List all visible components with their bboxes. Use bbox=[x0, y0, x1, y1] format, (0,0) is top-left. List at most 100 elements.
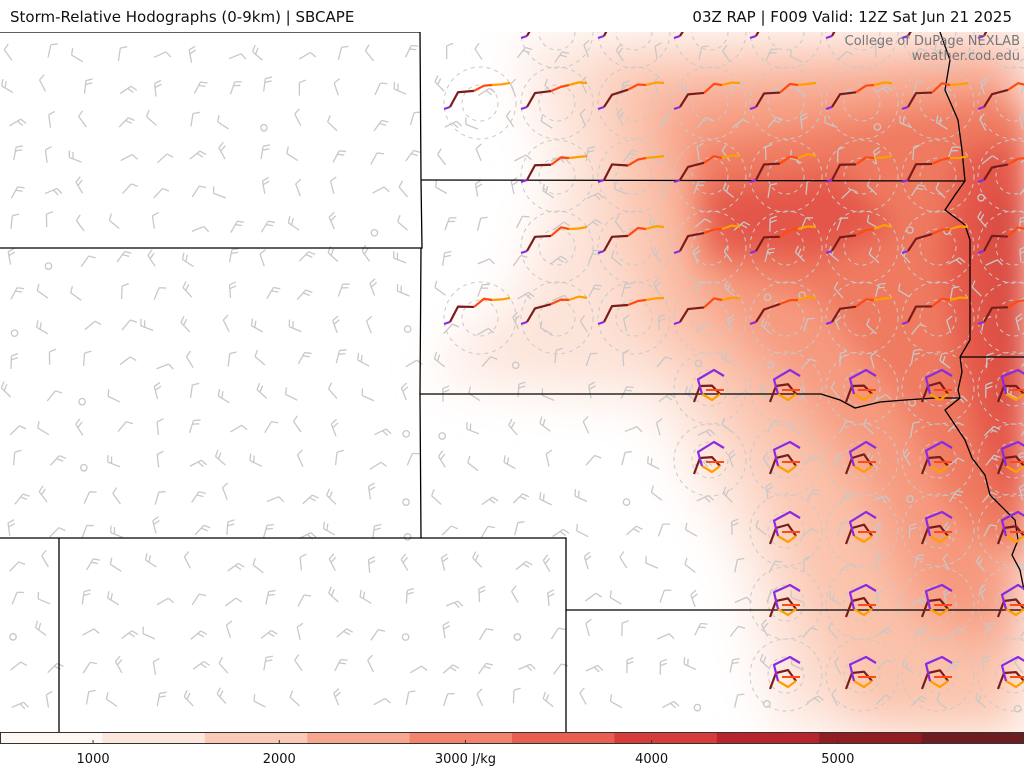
wind-barb-icon bbox=[620, 386, 634, 399]
wind-barb-icon bbox=[369, 278, 377, 296]
wind-barb-icon bbox=[985, 454, 1001, 466]
range-ring bbox=[673, 423, 747, 497]
range-ring bbox=[825, 139, 899, 213]
range-ring bbox=[919, 84, 957, 122]
wind-barb-icon bbox=[190, 630, 208, 640]
wind-barb-icon bbox=[191, 225, 210, 233]
wind-barb-icon bbox=[188, 45, 197, 63]
wind-barb-icon bbox=[472, 551, 483, 568]
range-ring bbox=[995, 441, 1024, 479]
wind-barb-icon bbox=[539, 416, 551, 432]
range-ring bbox=[825, 32, 899, 69]
wind-barb-icon bbox=[216, 114, 229, 130]
range-ring bbox=[843, 441, 881, 479]
hodograph-icon bbox=[520, 32, 531, 40]
wind-barb-icon bbox=[38, 485, 48, 503]
wind-barb-icon bbox=[256, 382, 268, 399]
wind-barb-icon bbox=[1019, 246, 1024, 263]
wind-barb-icon bbox=[264, 420, 279, 434]
range-ring bbox=[977, 638, 1024, 712]
wind-barb-icon bbox=[116, 250, 132, 263]
wind-barb-icon bbox=[588, 284, 602, 297]
wind-barb-icon bbox=[478, 628, 494, 641]
range-ring bbox=[538, 299, 576, 337]
wind-barb-icon bbox=[180, 315, 191, 333]
wind-barb-icon bbox=[476, 688, 484, 706]
wind-barb-icon bbox=[121, 319, 138, 331]
wind-barb-icon bbox=[112, 487, 121, 505]
wind-barb-icon bbox=[540, 114, 553, 129]
wind-barb-icon bbox=[80, 255, 96, 267]
wind-barb-icon bbox=[828, 591, 842, 606]
hodograph-icon bbox=[597, 296, 665, 326]
hodograph-icon bbox=[692, 368, 725, 403]
wind-barb-icon bbox=[397, 214, 408, 231]
wind-barb-icon bbox=[517, 291, 535, 300]
wind-barb-icon bbox=[151, 211, 159, 229]
wind-barb-icon bbox=[624, 426, 643, 433]
range-ring bbox=[901, 32, 975, 69]
calm-circle-icon bbox=[763, 700, 771, 708]
wind-barb-icon bbox=[13, 145, 24, 161]
wind-barb-icon bbox=[405, 149, 421, 162]
wind-barb-icon bbox=[217, 389, 230, 404]
title-bar: Storm-Relative Hodographs (0-9km) | SBCA… bbox=[0, 0, 1024, 32]
wind-barb-icon bbox=[552, 528, 570, 538]
wind-barb-icon bbox=[656, 356, 673, 368]
wind-barb-icon bbox=[82, 628, 100, 636]
wind-barb-icon bbox=[299, 553, 307, 571]
colorbar-segment bbox=[409, 732, 513, 744]
range-ring bbox=[843, 656, 881, 694]
wind-barb-icon bbox=[189, 150, 207, 160]
colorbar-tick-label: 1000 bbox=[76, 752, 110, 767]
range-ring bbox=[919, 441, 957, 479]
wind-barb-icon bbox=[330, 418, 339, 437]
wind-barb-icon bbox=[697, 429, 716, 437]
wind-barb-icon bbox=[114, 655, 123, 674]
wind-barb-icon bbox=[764, 247, 776, 263]
wind-barb-icon bbox=[1, 78, 14, 94]
wind-barb-icon bbox=[334, 449, 344, 466]
hodograph-icon bbox=[825, 32, 836, 40]
wind-barb-icon bbox=[910, 348, 921, 364]
wind-barb-icon bbox=[373, 697, 391, 706]
wind-barb-icon bbox=[298, 79, 307, 96]
range-ring bbox=[691, 299, 729, 337]
wind-barb-icon bbox=[222, 314, 230, 332]
wind-barb-icon bbox=[260, 220, 276, 233]
calm-circle-icon bbox=[977, 193, 985, 202]
wind-barb-icon bbox=[48, 348, 57, 365]
colorbar-segment bbox=[0, 732, 103, 744]
wind-barb-icon bbox=[610, 250, 623, 267]
wind-barb-icon bbox=[616, 108, 625, 126]
range-ring bbox=[977, 210, 1024, 284]
wind-barb-icon bbox=[265, 589, 276, 605]
wind-barb-icon bbox=[662, 700, 680, 709]
hodograph-icon bbox=[768, 583, 801, 618]
wind-barb-icon bbox=[468, 386, 481, 402]
wind-barb-icon bbox=[194, 524, 211, 536]
range-ring bbox=[995, 84, 1024, 122]
wind-barb-icon bbox=[647, 456, 660, 470]
wind-barbs bbox=[0, 39, 1024, 713]
hodograph-icon bbox=[443, 296, 511, 326]
hodograph-icon bbox=[768, 655, 801, 690]
wind-barb-icon bbox=[37, 591, 51, 605]
wind-barb-icon bbox=[214, 449, 226, 466]
range-ring bbox=[919, 157, 957, 195]
hodograph-icon bbox=[597, 32, 608, 40]
wind-barb-icon bbox=[405, 587, 414, 604]
range-ring bbox=[843, 84, 881, 122]
wind-barb-icon bbox=[334, 658, 348, 672]
wind-barb-icon bbox=[803, 317, 815, 332]
wind-barb-icon bbox=[406, 452, 420, 466]
wind-barb-icon bbox=[153, 381, 162, 400]
wind-barb-icon bbox=[585, 454, 602, 466]
wind-barb-icon bbox=[1018, 483, 1024, 501]
wind-barb-icon bbox=[47, 43, 58, 58]
wind-barb-icon bbox=[478, 87, 496, 96]
wind-barb-icon bbox=[374, 428, 392, 436]
colorbar-segment bbox=[716, 732, 820, 744]
wind-barb-icon bbox=[393, 251, 407, 264]
hodograph-icon bbox=[597, 81, 665, 111]
